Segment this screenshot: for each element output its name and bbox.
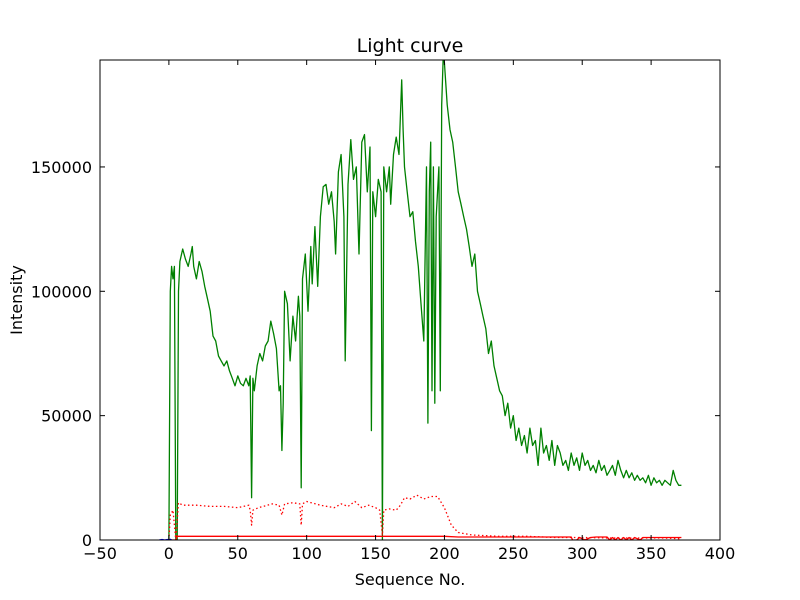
- y-tick-label: 50000: [41, 407, 92, 426]
- y-tick-label: 100000: [31, 282, 92, 301]
- series-line-3: [168, 535, 682, 540]
- x-tick-label: 400: [705, 544, 736, 563]
- x-tick-label: 100: [291, 544, 322, 563]
- x-tick-label: 200: [429, 544, 460, 563]
- axis-ticks: −50 0 50 100 150 200 250 300 350 4000500001000001…: [31, 60, 735, 563]
- x-tick-label: 50: [228, 544, 248, 563]
- y-axis-label: Intensity: [7, 265, 26, 335]
- plot-frame: [99, 59, 721, 541]
- x-tick-label: 150: [360, 544, 391, 563]
- x-axis-label: Sequence No.: [355, 570, 466, 589]
- x-tick-label: 0: [164, 544, 174, 563]
- x-tick-label: 350: [636, 544, 667, 563]
- x-tick-label: 250: [498, 544, 529, 563]
- y-tick-label: 0: [82, 531, 92, 550]
- x-tick-label: 300: [567, 544, 598, 563]
- chart-title: Light curve: [357, 35, 464, 57]
- x-tick-label: −50: [83, 544, 117, 563]
- y-tick-label: 150000: [31, 158, 92, 177]
- series-line-1: [168, 60, 682, 540]
